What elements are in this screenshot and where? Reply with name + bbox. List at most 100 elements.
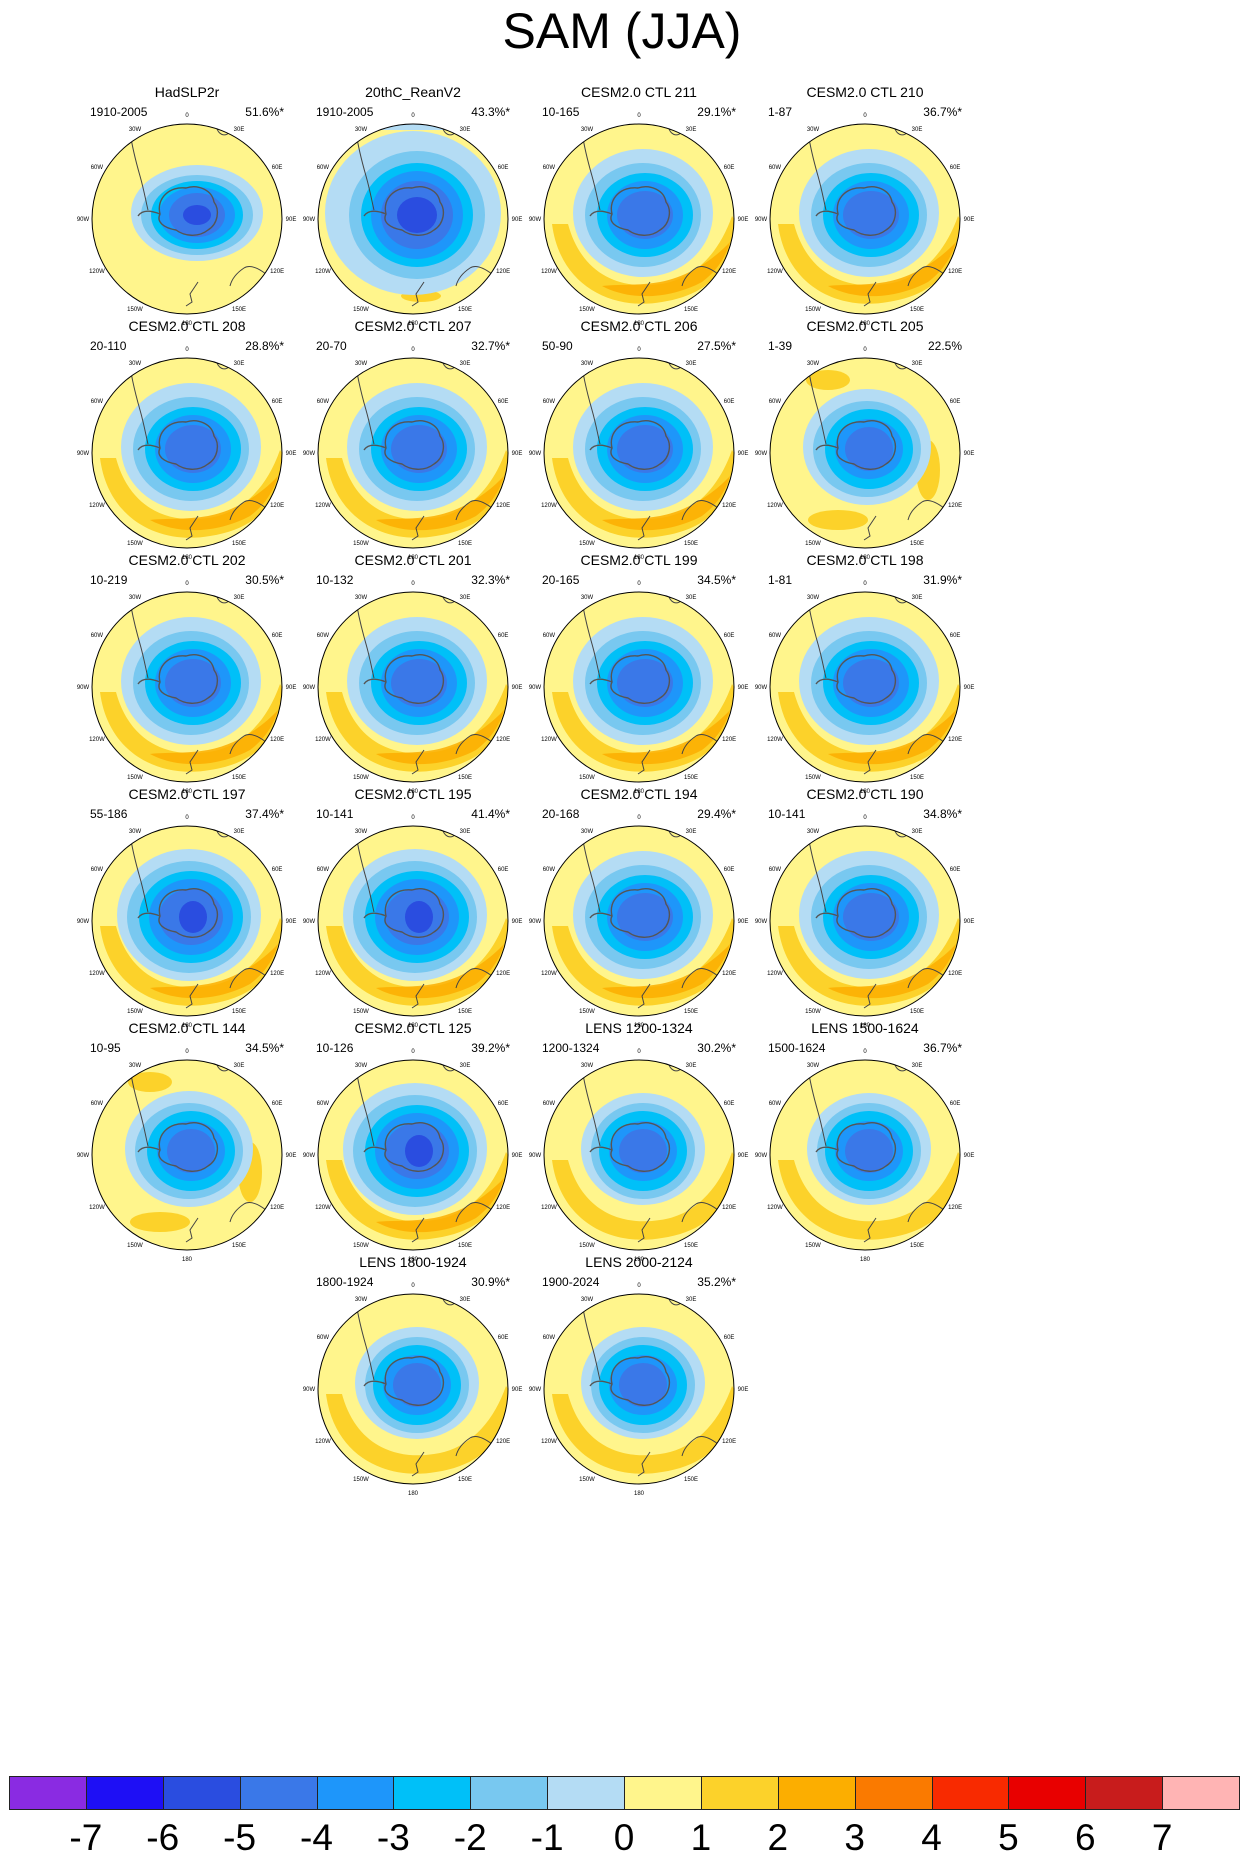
contour-n6 <box>405 901 433 933</box>
longitude-label: 60E <box>272 1101 283 1107</box>
map-panel: CESM2.0 CTL 195 10-141 41.4%* 0 30E 60E 90E 120… <box>303 786 584 1054</box>
australia-coastline <box>455 1435 493 1457</box>
longitude-label: 60W <box>91 1101 104 1107</box>
panel-title: LENS 1800-1924 <box>359 1254 467 1270</box>
panel-explained-variance: 30.9%* <box>471 1275 510 1289</box>
longitude-label: 150W <box>127 1243 143 1249</box>
longitude-label: 120E <box>948 1205 962 1211</box>
panel-title: CESM2.0 CTL 208 <box>128 318 246 334</box>
longitude-label: 60W <box>91 399 104 405</box>
longitude-label: 150W <box>127 775 143 781</box>
panel-explained-variance: 22.5% <box>927 339 962 353</box>
longitude-label: 60E <box>724 633 735 639</box>
longitude-label: 120W <box>89 1205 105 1211</box>
colorbar-tick-label: 1 <box>690 1817 712 1858</box>
longitude-label: 120E <box>496 971 510 977</box>
map-panel: CESM2.0 CTL 199 20-165 34.5%* 0 30E 60E 90E 120… <box>529 552 810 820</box>
contour-n5 <box>165 425 221 473</box>
panel-title: CESM2.0 CTL 201 <box>354 552 472 568</box>
longitude-label: 30E <box>234 361 245 367</box>
map-border <box>317 357 509 549</box>
longitude-label: 60E <box>498 633 509 639</box>
south-america-coastline <box>355 1301 375 1381</box>
longitude-label: 30E <box>912 829 923 835</box>
antarctica-coastline <box>137 186 219 236</box>
longitude-label: 90W <box>529 217 542 223</box>
contour-n5 <box>843 191 899 239</box>
longitude-label: 120E <box>270 971 284 977</box>
longitude-label: 60W <box>769 399 782 405</box>
antarctica-coastline <box>363 1122 445 1172</box>
longitude-label: 60E <box>950 867 961 873</box>
longitude-label: 120W <box>315 1439 331 1445</box>
longitude-label: 0 <box>863 113 867 119</box>
longitude-label: 120E <box>496 1439 510 1445</box>
longitude-label: 150E <box>232 307 246 313</box>
longitude-label: 90W <box>755 685 768 691</box>
contour-n5 <box>619 1363 667 1407</box>
map-border <box>769 1059 961 1251</box>
longitude-label: 60W <box>769 867 782 873</box>
longitude-label: 150E <box>232 1009 246 1015</box>
longitude-label: 30W <box>129 361 142 367</box>
map-panel: CESM2.0 CTL 198 1-81 31.9%* 0 30E 60E 90E 120E 1… <box>755 552 1036 820</box>
australia-coastline <box>455 265 493 287</box>
map-border <box>317 123 509 315</box>
longitude-label: 60E <box>950 165 961 171</box>
new-zealand-coastline <box>411 983 425 1009</box>
south-america-coastline <box>581 365 601 445</box>
longitude-label: 60W <box>543 633 556 639</box>
panel-period: 1-87 <box>768 105 793 119</box>
longitude-label: 30W <box>581 127 594 133</box>
panel-explained-variance: 51.6%* <box>245 105 284 119</box>
positive-blob <box>806 370 850 390</box>
longitude-label: 90E <box>286 919 297 925</box>
panel-title: CESM2.0 CTL 198 <box>806 552 924 568</box>
polar-map: 0 30E 60E 90E 120E 150E 180 150W 120W 90W 60W 30W <box>755 815 975 1029</box>
positive-core <box>602 242 730 297</box>
longitude-label: 90W <box>529 451 542 457</box>
colorbar-tick-label: 3 <box>844 1817 865 1858</box>
polar-map: 0 30E 60E 90E 120E 150E 180 150W 120W 90W 60W 30W <box>303 1049 523 1263</box>
colorbar-box <box>316 1776 395 1810</box>
antarctica-coastline <box>363 186 445 236</box>
colorbar-tick-label: -7 <box>69 1817 103 1858</box>
longitude-label: 150W <box>579 541 595 547</box>
longitude-label: 30E <box>234 127 245 133</box>
longitude-label: 90W <box>529 919 542 925</box>
positive-band <box>552 1386 734 1474</box>
longitude-label: 0 <box>637 347 641 353</box>
longitude-label: 30E <box>686 1063 697 1069</box>
longitude-label: 90E <box>964 217 975 223</box>
australia-coastline <box>907 499 945 521</box>
longitude-label: 180 <box>860 1023 871 1029</box>
south-america-coastline <box>807 365 827 445</box>
longitude-label: 0 <box>185 347 189 353</box>
longitude-label: 60E <box>272 867 283 873</box>
longitude-label: 90W <box>303 919 316 925</box>
longitude-label: 90W <box>303 451 316 457</box>
longitude-label: 30E <box>234 829 245 835</box>
longitude-label: 60W <box>769 165 782 171</box>
panel-explained-variance: 29.1%* <box>697 105 736 119</box>
south-america-coastline <box>129 365 149 445</box>
map-panel: CESM2.0 CTL 125 10-126 39.2%* 0 30E 60E 90E 120… <box>303 1020 584 1288</box>
longitude-label: 180 <box>408 789 419 795</box>
longitude-label: 150W <box>353 1009 369 1015</box>
panel-explained-variance: 43.3%* <box>471 105 510 119</box>
panel-explained-variance: 30.5%* <box>245 573 284 587</box>
longitude-label: 30E <box>912 1063 923 1069</box>
longitude-label: 30E <box>234 595 245 601</box>
positive-band <box>778 1152 960 1240</box>
polar-map: 0 30E 60E 90E 120E 150E 180 150W 120W 90W 60W 30W <box>77 1049 297 1263</box>
south-america-coastline <box>581 131 601 211</box>
map-border <box>543 357 735 549</box>
longitude-label: 30E <box>460 1297 471 1303</box>
longitude-label: 0 <box>637 1283 641 1289</box>
longitude-label: 0 <box>411 113 415 119</box>
longitude-label: 150W <box>805 1009 821 1015</box>
polar-map: 0 30E 60E 90E 120E 150E 180 150W 120W 90W 60W 30W <box>303 581 523 795</box>
longitude-label: 120E <box>496 737 510 743</box>
longitude-label: 180 <box>634 1257 645 1263</box>
longitude-label: 180 <box>182 321 193 327</box>
